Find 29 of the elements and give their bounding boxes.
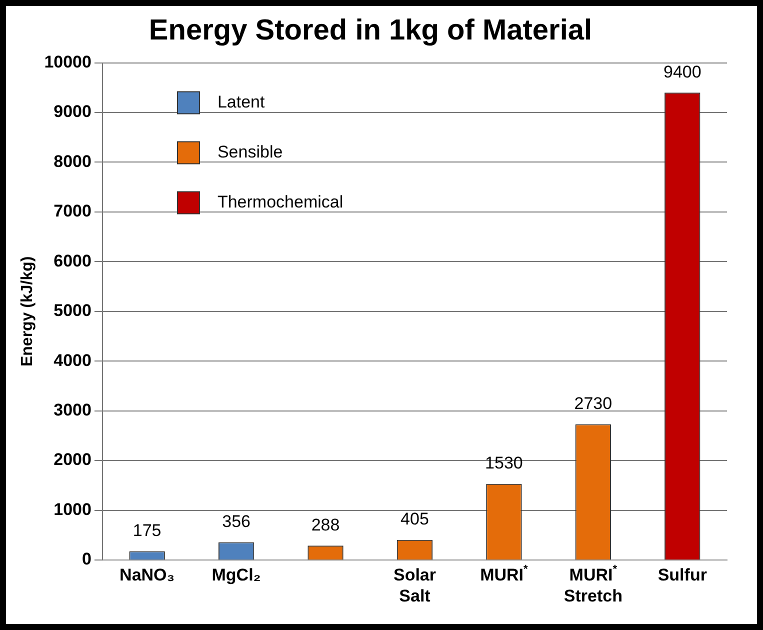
data-label: 405 — [400, 510, 429, 529]
legend-label: Sensible — [217, 142, 283, 162]
y-tick-label: 3000 — [54, 400, 92, 420]
y-tick-label: 7000 — [54, 202, 92, 221]
data-label: 1530 — [485, 454, 523, 473]
data-label: 2730 — [574, 394, 612, 413]
legend-label: Latent — [217, 92, 266, 112]
x-tick-label: Sulfur — [658, 566, 708, 585]
x-tick-label: Solar Salt — [393, 566, 436, 606]
y-tick-label: 4000 — [54, 350, 92, 370]
y-tick-label: 5000 — [54, 301, 92, 320]
x-tick-label: NaNO₃ — [120, 566, 175, 585]
y-axis-title: Energy (kJ/kg) — [19, 256, 36, 367]
y-tick-label: 8000 — [54, 152, 92, 171]
y-tick-label: 0 — [82, 550, 92, 569]
y-tick-label: 6000 — [54, 251, 92, 270]
legend-label: Thermochemical — [217, 192, 344, 212]
x-tick-label: MURI* — [480, 563, 529, 585]
y-tick-label: 2000 — [54, 450, 92, 470]
data-label: 356 — [222, 512, 250, 531]
y-tick-label: 9000 — [54, 102, 92, 122]
y-tick-label: 10000 — [44, 52, 92, 72]
y-tick-label: 1000 — [54, 500, 92, 519]
chart-title: Energy Stored in 1kg of Material — [148, 14, 592, 46]
data-label: 9400 — [663, 62, 702, 82]
x-tick-label: MgCl₂ — [212, 566, 261, 585]
data-label: 288 — [311, 515, 340, 534]
data-label: 175 — [132, 520, 162, 540]
x-tick-label: MURI* Stretch — [564, 563, 622, 606]
